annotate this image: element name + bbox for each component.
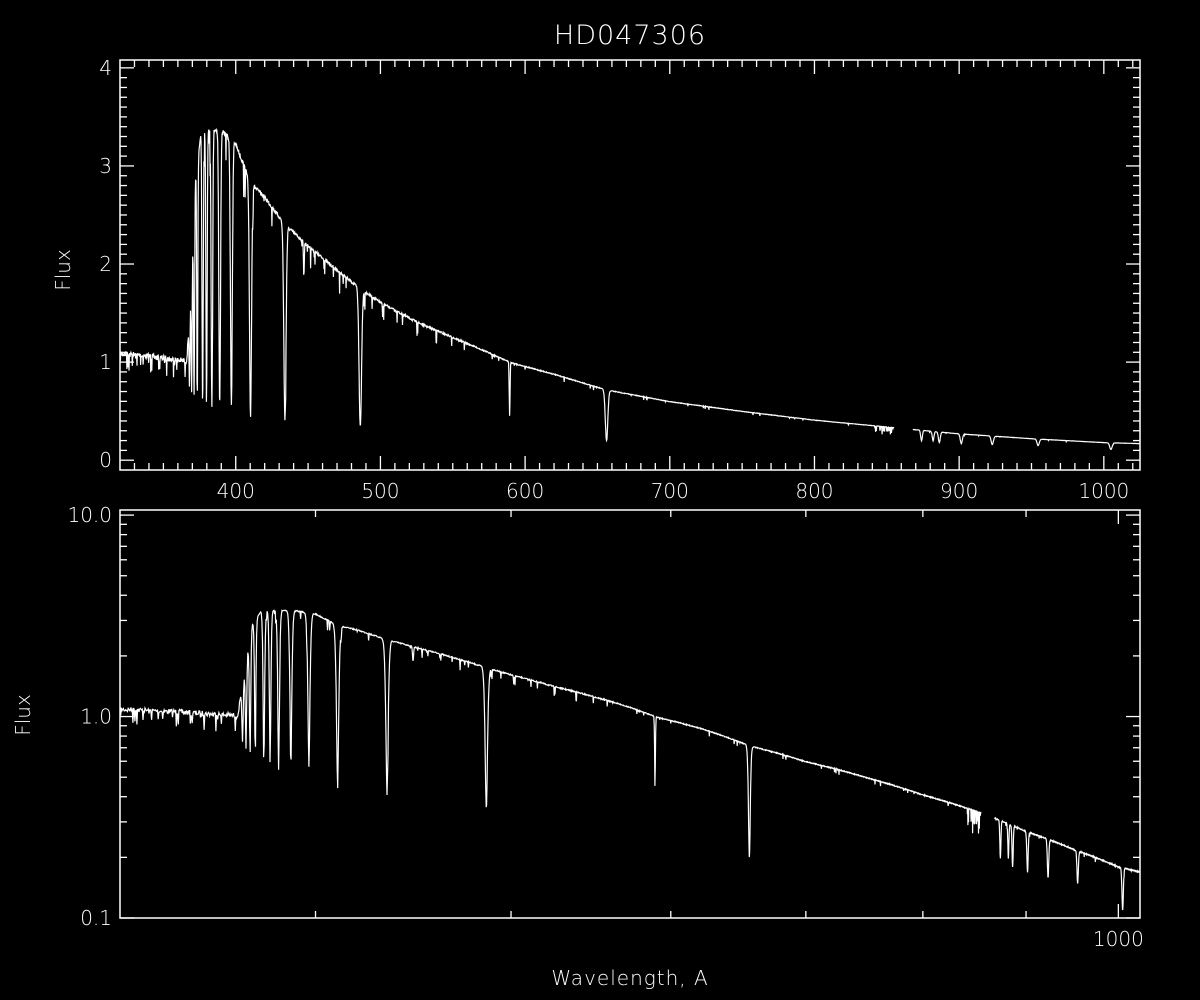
x-tick-label: 500 — [361, 479, 399, 503]
x-tick-label: 400 — [217, 479, 255, 503]
bottom-y-axis-label: Flux — [11, 694, 35, 736]
x-tick-label: 800 — [795, 479, 833, 503]
y-tick-label: 2 — [99, 252, 112, 276]
y-tick-label: 10.0 — [67, 503, 112, 527]
y-tick-label: 1.0 — [80, 705, 112, 729]
x-axis-label: Wavelength, A — [551, 966, 708, 990]
y-tick-label: 3 — [99, 154, 112, 178]
spectrum-line — [120, 609, 1140, 911]
y-tick-label: 0.1 — [80, 906, 112, 930]
x-tick-label: 700 — [651, 479, 689, 503]
x-tick-label: 1000 — [1093, 927, 1144, 951]
y-tick-label: 4 — [99, 56, 112, 80]
chart-title: HD047306 — [554, 20, 706, 51]
y-tick-label: 0 — [99, 448, 112, 472]
bottom-panel: Flux Wavelength, A 1000 0.1 1.0 10.0 — [11, 503, 1144, 990]
top-panel: Flux 400 500 600 700 800 900 1000 0 1 2 3 4 — [51, 56, 1141, 503]
plot-frame — [119, 59, 1141, 471]
plot-frame — [119, 509, 1141, 919]
x-tick-label: 1000 — [1078, 479, 1129, 503]
spectrum-line — [120, 128, 1140, 451]
x-tick-label: 900 — [940, 479, 978, 503]
y-tick-label: 1 — [99, 350, 112, 374]
x-tick-label: 600 — [506, 479, 544, 503]
top-y-axis-label: Flux — [51, 249, 75, 291]
